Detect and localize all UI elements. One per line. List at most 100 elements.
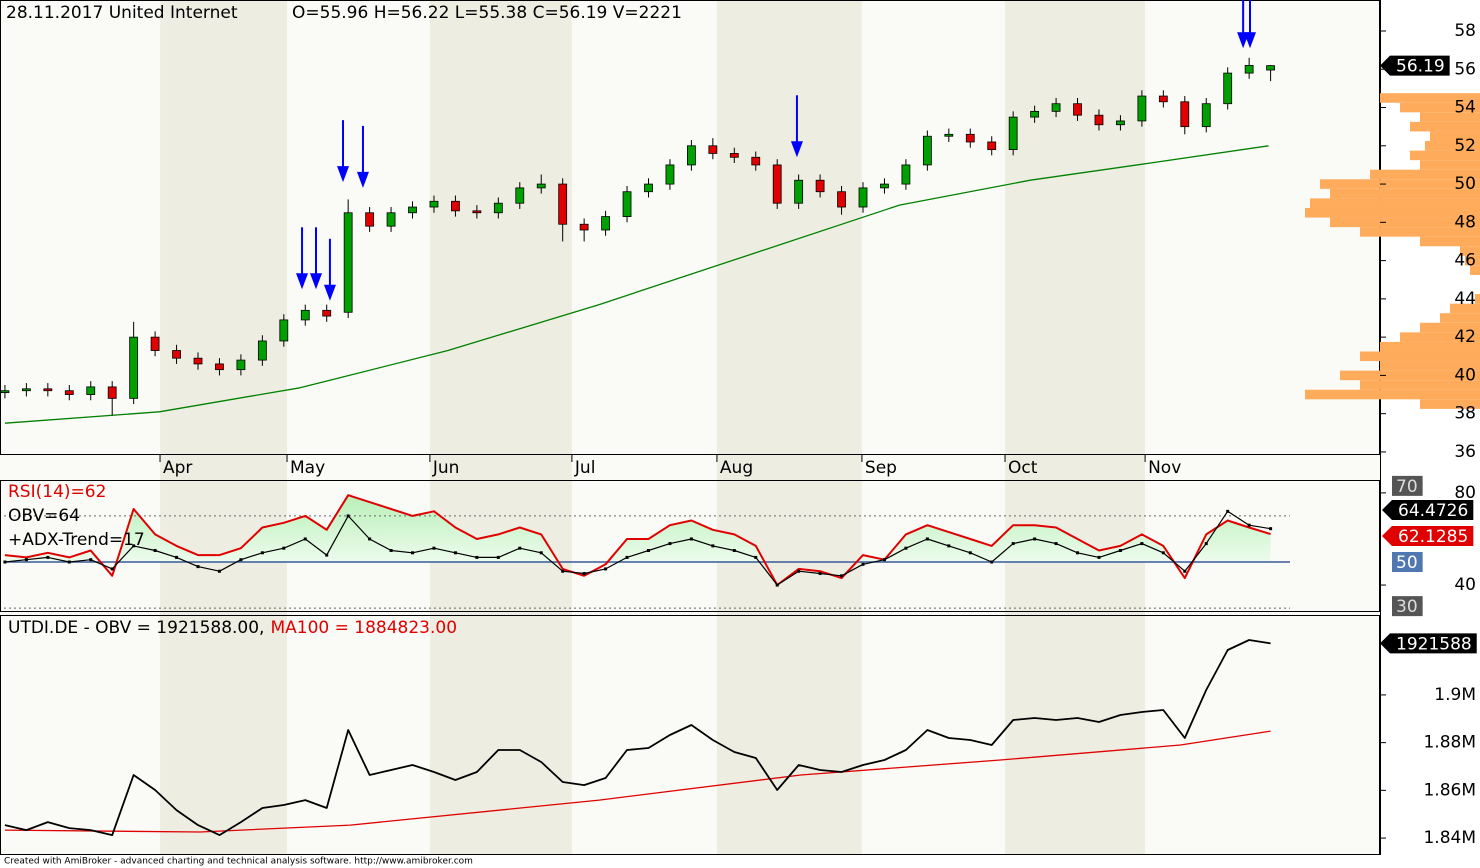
y-tick-label: 80 (1454, 483, 1476, 503)
x-tick-label: Jul (574, 458, 596, 478)
y-tick-label: 36 (1454, 442, 1476, 462)
value-box-bg (1392, 475, 1423, 496)
candle-body (751, 156, 761, 166)
month-band (716, 0, 862, 855)
obv-marker (132, 544, 136, 548)
candle-body (279, 319, 289, 342)
signal-arrow-head (309, 273, 322, 290)
x-tick-label: May (290, 458, 325, 478)
volume-profile-bar (1360, 351, 1480, 362)
obv-marker (775, 583, 779, 587)
y-tick-label: 40 (1454, 575, 1476, 595)
obv-marker (411, 551, 415, 555)
legend-entry: OBV=64 (8, 506, 80, 526)
candle-body (64, 390, 74, 395)
volume-profile-bar (1430, 131, 1480, 142)
volume-profile-bar (1460, 246, 1480, 256)
signal-arrow (296, 227, 309, 290)
x-tick-label: Jun (432, 458, 460, 478)
x-tick-label: Aug (720, 458, 753, 478)
signal-arrow-head (790, 141, 803, 158)
y-tick-label: 46 (1454, 251, 1476, 271)
signal-arrow (309, 227, 322, 290)
volume-profile-bar (1320, 179, 1480, 189)
obv-marker (582, 572, 586, 576)
obv-marker (1011, 542, 1015, 546)
candle-body (322, 309, 332, 317)
volume-profile-bar (1370, 169, 1480, 180)
candle-body (880, 183, 889, 189)
value-box-bg (1380, 55, 1450, 76)
candle-body (536, 183, 546, 189)
chart-title: 28.11.2017 United Internet (6, 3, 238, 23)
y-tick-label: 58 (1454, 21, 1476, 41)
obv-marker (925, 537, 929, 541)
candle-body (0, 390, 10, 394)
month-band (571, 0, 717, 855)
candle-body (257, 340, 267, 361)
value-box: 50 (1392, 552, 1423, 573)
volume-profile-bar (1310, 198, 1480, 208)
y-tick-label: 50 (1454, 174, 1476, 194)
volume-profile-bar (1400, 332, 1480, 342)
volume-profile-bar (1305, 207, 1480, 218)
obv-line (4, 510, 1271, 586)
volume-profile-bar (1380, 361, 1480, 371)
y-tick-label: 44 (1454, 289, 1476, 309)
month-band (160, 0, 288, 855)
volume-profile-bar (1330, 217, 1480, 228)
obv-marker (754, 555, 758, 559)
volume-profile-bar (1410, 150, 1480, 161)
footer: Created with AmiBroker - advanced charti… (4, 857, 473, 867)
candle-body (365, 212, 375, 227)
candle-body (1051, 103, 1061, 112)
y-tick-label: 1.84M (1423, 828, 1476, 848)
volume-profile-bar (1360, 227, 1480, 237)
rsi-line (4, 494, 1271, 586)
obv-marker (1076, 551, 1080, 555)
obv-marker (818, 572, 822, 576)
value-box-bg (1382, 500, 1474, 520)
obv-marker (217, 569, 221, 573)
candle-body (622, 191, 632, 217)
signal-arrow-head (337, 166, 350, 183)
candle-body (451, 200, 460, 212)
candle-body (172, 350, 181, 359)
candle-body (729, 153, 739, 158)
value-box-bg (1392, 596, 1423, 617)
candle-body (965, 133, 975, 143)
obv-marker (432, 546, 436, 550)
candle-body (579, 223, 589, 231)
candle-body (107, 386, 117, 399)
obv-marker (1140, 542, 1144, 546)
obv-marker (496, 555, 500, 559)
candle-body (1266, 65, 1275, 71)
candle-body (1008, 116, 1018, 151)
candle-body (686, 145, 696, 166)
obv-marker (732, 548, 736, 552)
obv-marker (904, 546, 908, 550)
obv-marker (1097, 555, 1101, 559)
candle-body (1137, 95, 1147, 122)
candle-body (558, 183, 568, 225)
value-box-label: 56.19 (1396, 57, 1445, 77)
signal-arrow (356, 125, 369, 188)
legend-entry: RSI(14)=62 (8, 482, 106, 502)
x-tick-label: Nov (1148, 458, 1181, 478)
obv-marker (110, 567, 114, 571)
candle-body (343, 212, 353, 313)
y-tick-label: 48 (1454, 212, 1476, 232)
obv-marker (604, 567, 608, 571)
obv-marker (196, 565, 200, 569)
obv-marker (1247, 523, 1251, 527)
candle-body (665, 164, 675, 185)
obv-marker (539, 551, 543, 555)
obv-marker (1226, 509, 1230, 513)
obv-line (4, 639, 1271, 836)
signal-arrow-head (356, 171, 369, 188)
obv-marker (1033, 537, 1037, 541)
y-tick-label: 40 (1454, 365, 1476, 385)
value-box-label: 1921588 (1396, 634, 1472, 654)
